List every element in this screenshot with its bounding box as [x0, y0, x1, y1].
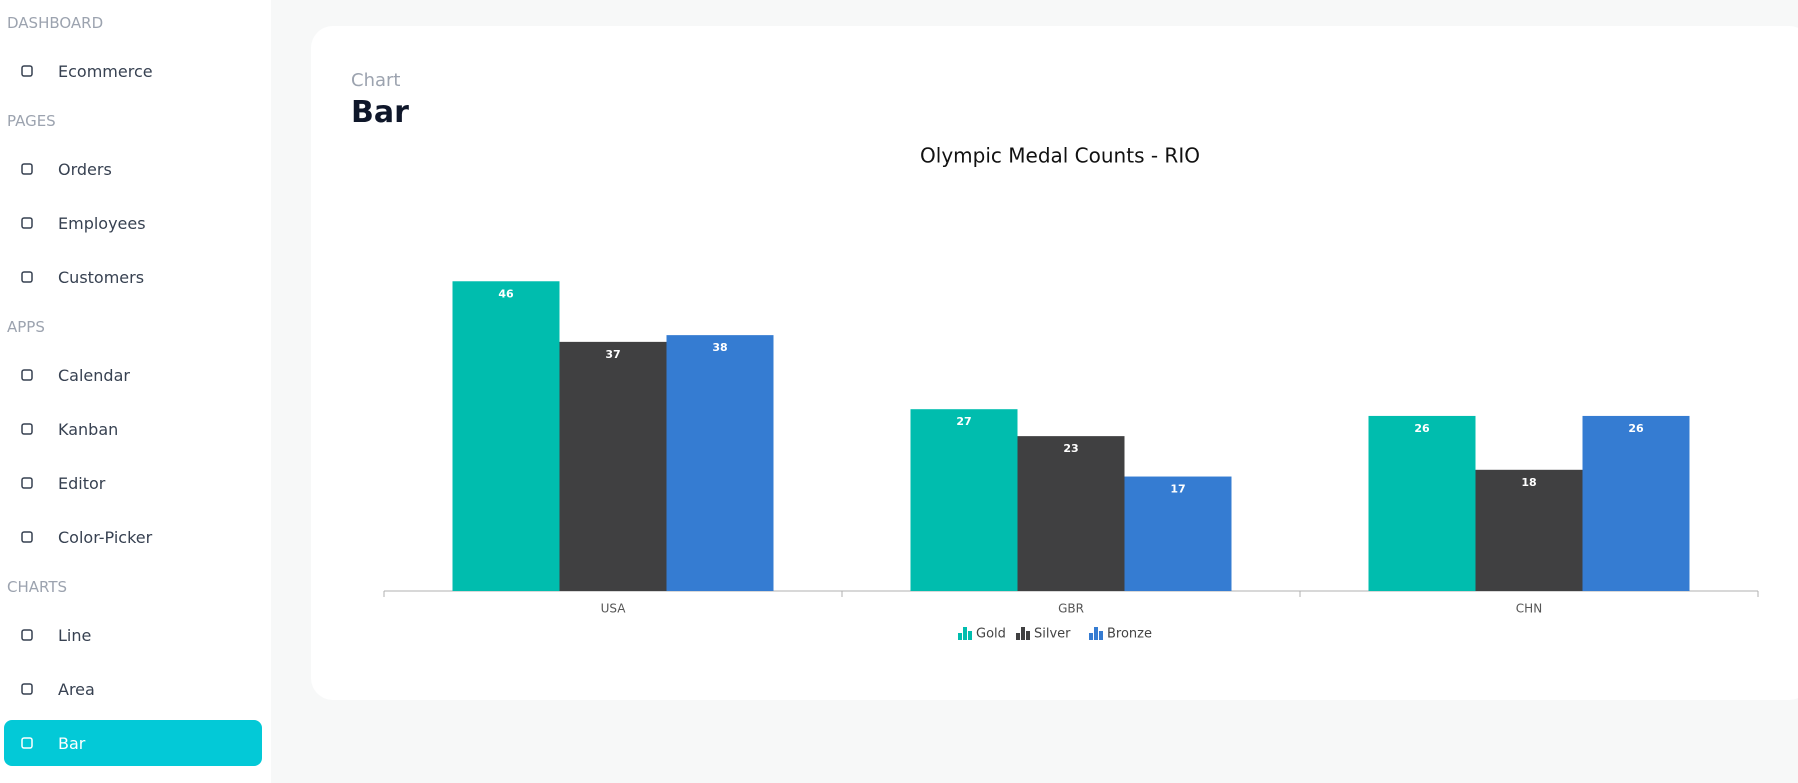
nav-item[interactable]: Ecommerce	[4, 48, 262, 94]
nav-item[interactable]: Kanban	[4, 406, 262, 452]
section-title: CHARTS	[7, 578, 68, 596]
data-label: 26	[1628, 422, 1644, 435]
section-title: DASHBOARD	[7, 14, 104, 32]
nav-icon	[21, 423, 33, 435]
legend-swatch	[1099, 631, 1103, 640]
section-title: APPS	[7, 318, 45, 336]
bar	[559, 341, 667, 591]
bar	[910, 409, 1018, 591]
nav-label: Employees	[58, 213, 146, 233]
nav-icon	[21, 65, 33, 77]
nav-item[interactable]: Line	[4, 612, 262, 658]
nav-icon	[21, 737, 33, 749]
bar	[1368, 415, 1476, 591]
legend-swatch	[1026, 631, 1030, 640]
bar	[1475, 469, 1583, 591]
legend-swatch	[963, 627, 967, 640]
nav-label: Color-Picker	[58, 527, 153, 547]
nav-icon	[21, 477, 33, 489]
nav-label: Kanban	[58, 419, 119, 439]
page-title: Bar	[351, 95, 409, 130]
nav-icon	[21, 217, 33, 229]
bar	[452, 281, 560, 591]
nav-item[interactable]: Editor	[4, 460, 262, 506]
legend-swatch	[968, 631, 972, 640]
nav-label: Editor	[58, 473, 106, 493]
bar	[666, 335, 774, 591]
legend-swatch	[1016, 633, 1020, 640]
nav-item[interactable]: Orders	[4, 146, 262, 192]
bar	[1582, 415, 1690, 591]
data-label: 37	[605, 348, 620, 361]
x-tick-label: USA	[601, 602, 627, 616]
section-title: PAGES	[7, 112, 56, 130]
legend-swatch	[1089, 633, 1093, 640]
legend-swatch	[1021, 627, 1025, 640]
nav-label: Calendar	[58, 365, 130, 385]
nav-icon	[21, 369, 33, 381]
nav-icon	[21, 683, 33, 695]
nav-icon	[21, 271, 33, 283]
data-label: 23	[1063, 442, 1078, 455]
nav-label: Customers	[58, 267, 145, 287]
data-label: 27	[956, 415, 971, 428]
nav-label: Bar	[58, 733, 86, 753]
legend-swatch	[1094, 627, 1098, 640]
nav-item[interactable]: Calendar	[4, 352, 262, 398]
nav-item[interactable]: Color-Picker	[4, 514, 262, 560]
legend-label: Gold	[976, 627, 1006, 642]
nav-icon	[21, 531, 33, 543]
legend-swatch	[958, 633, 962, 640]
legend-label: Silver	[1034, 627, 1071, 642]
bar	[1017, 436, 1125, 591]
nav-label: Ecommerce	[58, 61, 153, 81]
nav-label: Orders	[58, 159, 112, 179]
nav-icon	[21, 629, 33, 641]
data-label: 17	[1170, 483, 1185, 496]
nav-item[interactable]: Bar	[4, 720, 262, 766]
data-label: 18	[1521, 476, 1536, 489]
data-label: 38	[712, 341, 727, 354]
nav-label: Area	[58, 679, 95, 699]
x-tick-label: CHN	[1516, 602, 1542, 616]
data-label: 26	[1414, 422, 1430, 435]
x-tick-label: GBR	[1058, 602, 1084, 616]
nav-icon	[21, 163, 33, 175]
page-category: Chart	[351, 70, 401, 91]
data-label: 46	[498, 287, 514, 300]
sidebar: DASHBOARD Ecommerce PAGES Orders Employees Cu…	[0, 0, 271, 783]
bar	[1124, 476, 1232, 591]
nav-item[interactable]: Employees	[4, 200, 262, 246]
nav-item[interactable]: Customers	[4, 254, 262, 300]
nav-item[interactable]: Area	[4, 666, 262, 712]
chart-title: Olympic Medal Counts - RIO	[920, 144, 1200, 168]
legend-label: Bronze	[1107, 627, 1152, 642]
nav-label: Line	[58, 625, 92, 645]
